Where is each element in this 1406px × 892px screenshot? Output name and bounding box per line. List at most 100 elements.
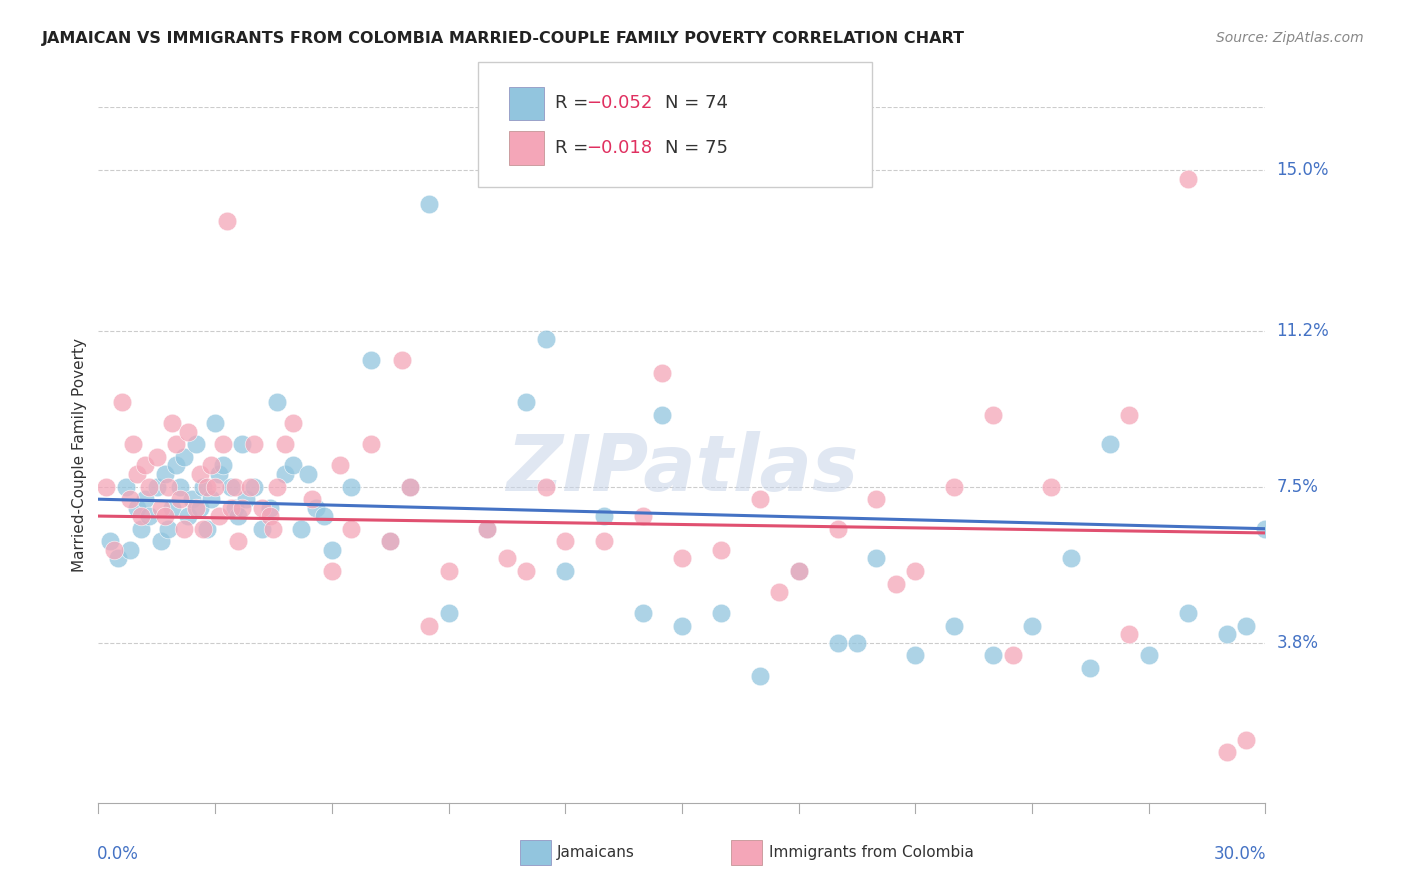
Point bbox=[195, 522, 218, 536]
Point bbox=[208, 509, 231, 524]
Text: −0.018: −0.018 bbox=[586, 139, 652, 157]
Point bbox=[827, 635, 849, 649]
Point bbox=[748, 669, 770, 683]
Point bbox=[312, 509, 335, 524]
Text: Source: ZipAtlas.com: Source: ZipAtlas.com bbox=[1216, 31, 1364, 45]
Text: 7.5%: 7.5% bbox=[1277, 477, 1319, 496]
Point bbox=[224, 479, 246, 493]
Text: Immigrants from Colombia: Immigrants from Colombia bbox=[769, 846, 974, 860]
Point bbox=[243, 479, 266, 493]
Point bbox=[162, 500, 184, 515]
Text: 3.8%: 3.8% bbox=[1277, 633, 1319, 651]
Point bbox=[188, 467, 211, 481]
Point bbox=[193, 479, 215, 493]
Point bbox=[943, 479, 966, 493]
Text: ZIPatlas: ZIPatlas bbox=[506, 431, 858, 507]
Point bbox=[437, 606, 460, 620]
Point bbox=[122, 437, 145, 451]
Point bbox=[1254, 522, 1277, 536]
Point bbox=[534, 332, 557, 346]
Point bbox=[710, 606, 733, 620]
Point bbox=[149, 534, 172, 549]
Point bbox=[266, 395, 288, 409]
Text: N = 75: N = 75 bbox=[665, 139, 728, 157]
Point bbox=[231, 500, 253, 515]
Point bbox=[1118, 627, 1140, 641]
Point bbox=[671, 618, 693, 632]
Point bbox=[593, 534, 616, 549]
Point bbox=[554, 534, 576, 549]
Point bbox=[138, 479, 160, 493]
Point bbox=[1118, 408, 1140, 422]
Point bbox=[215, 214, 238, 228]
Point bbox=[114, 479, 136, 493]
Point bbox=[1060, 551, 1083, 566]
Point bbox=[301, 492, 323, 507]
Point bbox=[305, 500, 328, 515]
Point bbox=[195, 479, 218, 493]
Point bbox=[290, 522, 312, 536]
Point bbox=[200, 458, 222, 473]
Point bbox=[391, 353, 413, 368]
Point bbox=[129, 509, 152, 524]
Point bbox=[418, 197, 440, 211]
Point bbox=[157, 522, 180, 536]
Point bbox=[184, 500, 207, 515]
Point bbox=[321, 542, 343, 557]
Point bbox=[845, 635, 868, 649]
Text: JAMAICAN VS IMMIGRANTS FROM COLOMBIA MARRIED-COUPLE FAMILY POVERTY CORRELATION C: JAMAICAN VS IMMIGRANTS FROM COLOMBIA MAR… bbox=[42, 31, 965, 46]
Text: 30.0%: 30.0% bbox=[1213, 845, 1267, 863]
Point bbox=[129, 522, 152, 536]
Point bbox=[398, 479, 420, 493]
Point bbox=[259, 509, 281, 524]
Point bbox=[671, 551, 693, 566]
Point bbox=[250, 522, 273, 536]
Point bbox=[103, 542, 125, 557]
Point bbox=[188, 500, 211, 515]
Point bbox=[884, 576, 907, 591]
Point bbox=[378, 534, 402, 549]
Point bbox=[153, 467, 176, 481]
Point bbox=[360, 353, 382, 368]
Point bbox=[651, 366, 673, 380]
Point bbox=[231, 437, 253, 451]
Point bbox=[165, 458, 187, 473]
Point bbox=[329, 458, 352, 473]
Point bbox=[378, 534, 402, 549]
Point bbox=[208, 467, 231, 481]
Point bbox=[710, 542, 733, 557]
Point bbox=[1021, 618, 1043, 632]
Point bbox=[281, 458, 304, 473]
Point bbox=[515, 564, 537, 578]
Point bbox=[127, 500, 149, 515]
Point bbox=[138, 509, 160, 524]
Point bbox=[1177, 606, 1199, 620]
Point bbox=[748, 492, 770, 507]
Point bbox=[173, 522, 195, 536]
Point bbox=[554, 564, 576, 578]
Point bbox=[200, 492, 222, 507]
Point bbox=[477, 522, 499, 536]
Point bbox=[865, 492, 887, 507]
Point bbox=[631, 509, 654, 524]
Point bbox=[340, 479, 363, 493]
Point bbox=[495, 551, 517, 566]
Point bbox=[266, 479, 288, 493]
Point bbox=[340, 522, 363, 536]
Point bbox=[651, 408, 673, 422]
Point bbox=[1040, 479, 1063, 493]
Point bbox=[631, 606, 654, 620]
Point bbox=[274, 437, 297, 451]
Point bbox=[177, 425, 200, 439]
Point bbox=[398, 479, 420, 493]
Text: 15.0%: 15.0% bbox=[1277, 161, 1329, 179]
Point bbox=[173, 450, 195, 464]
Point bbox=[219, 479, 242, 493]
Point bbox=[134, 458, 156, 473]
Point bbox=[1137, 648, 1160, 663]
Point bbox=[184, 437, 207, 451]
Point bbox=[515, 395, 537, 409]
Point bbox=[111, 395, 134, 409]
Point bbox=[274, 467, 297, 481]
Point bbox=[827, 522, 849, 536]
